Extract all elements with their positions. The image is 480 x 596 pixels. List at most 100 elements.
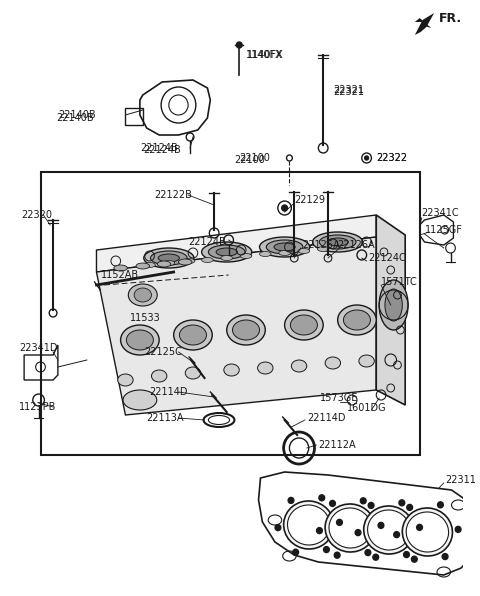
Text: 1140FX: 1140FX — [247, 50, 284, 60]
Text: 22124B: 22124B — [143, 145, 180, 155]
Polygon shape — [96, 237, 376, 415]
Circle shape — [417, 524, 422, 530]
Ellipse shape — [120, 325, 159, 355]
Ellipse shape — [260, 252, 271, 256]
Circle shape — [394, 532, 399, 538]
Text: 22341D: 22341D — [19, 343, 58, 353]
Ellipse shape — [327, 238, 348, 246]
Ellipse shape — [337, 305, 376, 335]
Text: 1601DG: 1601DG — [348, 403, 387, 413]
Polygon shape — [376, 215, 405, 405]
Text: 22100: 22100 — [239, 153, 270, 163]
Ellipse shape — [157, 261, 171, 267]
Ellipse shape — [319, 235, 356, 249]
Text: 22321: 22321 — [333, 87, 364, 97]
Ellipse shape — [151, 251, 187, 265]
Ellipse shape — [180, 325, 206, 345]
Ellipse shape — [174, 320, 212, 350]
Text: 22114D: 22114D — [307, 413, 345, 423]
Ellipse shape — [284, 501, 334, 549]
Circle shape — [378, 522, 384, 529]
Text: 22125C: 22125C — [144, 347, 182, 357]
Ellipse shape — [279, 250, 290, 256]
Circle shape — [368, 502, 374, 508]
Ellipse shape — [325, 504, 375, 552]
Ellipse shape — [285, 310, 323, 340]
Ellipse shape — [406, 512, 449, 552]
Ellipse shape — [274, 243, 295, 251]
Ellipse shape — [379, 280, 408, 330]
Text: 1152AB: 1152AB — [101, 270, 139, 280]
Ellipse shape — [136, 263, 150, 269]
Circle shape — [404, 551, 409, 558]
Polygon shape — [415, 13, 434, 35]
Ellipse shape — [179, 259, 192, 265]
Circle shape — [236, 42, 242, 48]
Text: 22320: 22320 — [21, 210, 52, 220]
Circle shape — [293, 549, 299, 555]
Ellipse shape — [290, 315, 317, 335]
Circle shape — [319, 495, 324, 501]
Circle shape — [282, 205, 288, 211]
Text: 22126A: 22126A — [337, 240, 375, 250]
Circle shape — [355, 530, 361, 536]
Text: 22341C: 22341C — [421, 208, 459, 218]
Ellipse shape — [216, 248, 237, 256]
Ellipse shape — [288, 505, 330, 545]
Text: FR.: FR. — [439, 11, 462, 24]
Ellipse shape — [123, 390, 157, 410]
Ellipse shape — [208, 245, 245, 259]
Ellipse shape — [202, 257, 213, 262]
Circle shape — [336, 519, 342, 526]
Ellipse shape — [221, 256, 232, 260]
Ellipse shape — [144, 262, 156, 268]
Circle shape — [334, 552, 340, 558]
Ellipse shape — [163, 260, 175, 265]
Circle shape — [275, 524, 281, 530]
Ellipse shape — [240, 253, 252, 259]
Text: 22112A: 22112A — [318, 440, 356, 450]
Circle shape — [442, 554, 448, 560]
Text: 22125A: 22125A — [302, 240, 340, 250]
Ellipse shape — [134, 288, 152, 302]
Ellipse shape — [232, 320, 260, 340]
Text: 22140B: 22140B — [58, 110, 96, 120]
Circle shape — [324, 547, 329, 552]
Text: 22124B: 22124B — [140, 143, 178, 153]
Ellipse shape — [329, 508, 372, 548]
Ellipse shape — [227, 315, 265, 345]
Circle shape — [365, 550, 371, 555]
Text: 1571TC: 1571TC — [381, 277, 418, 287]
Ellipse shape — [260, 237, 310, 257]
Ellipse shape — [202, 242, 252, 262]
Ellipse shape — [224, 364, 239, 376]
Ellipse shape — [266, 240, 303, 254]
Ellipse shape — [291, 360, 307, 372]
Text: 11533: 11533 — [130, 313, 161, 323]
Text: 22124B: 22124B — [188, 237, 226, 247]
Text: 22322: 22322 — [376, 153, 408, 163]
Ellipse shape — [364, 506, 414, 554]
Ellipse shape — [183, 259, 195, 263]
Circle shape — [373, 554, 379, 560]
Text: 1140FX: 1140FX — [246, 50, 283, 60]
Text: 22140B: 22140B — [56, 113, 94, 123]
Text: 22100: 22100 — [234, 155, 265, 165]
Circle shape — [455, 526, 461, 532]
Text: 22124C: 22124C — [369, 253, 406, 263]
Text: 22311: 22311 — [446, 475, 477, 485]
Ellipse shape — [118, 374, 133, 386]
Ellipse shape — [258, 362, 273, 374]
Polygon shape — [96, 215, 376, 272]
Text: 22122B: 22122B — [155, 190, 192, 200]
Text: 1123PB: 1123PB — [19, 402, 57, 412]
Ellipse shape — [344, 310, 371, 330]
Ellipse shape — [325, 357, 340, 369]
Ellipse shape — [312, 232, 363, 252]
Ellipse shape — [385, 289, 402, 321]
Ellipse shape — [152, 370, 167, 382]
Ellipse shape — [114, 265, 127, 271]
Text: 1573GE: 1573GE — [320, 393, 359, 403]
Ellipse shape — [185, 367, 201, 379]
Ellipse shape — [359, 355, 374, 367]
